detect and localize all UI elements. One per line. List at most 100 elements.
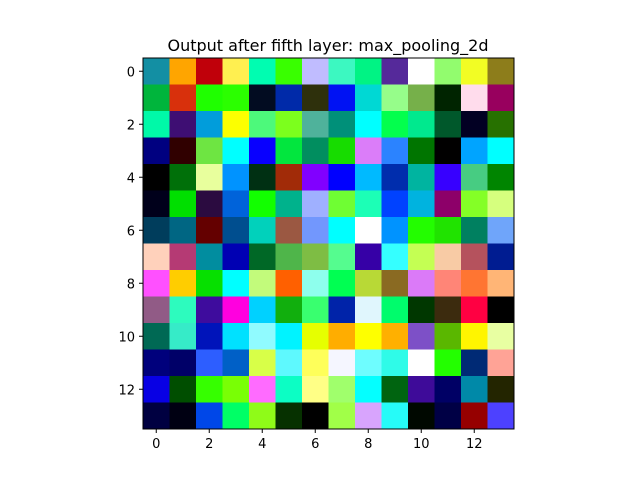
heatmap-cell-r1-c7 [328, 84, 356, 112]
heatmap-cell-r0-c13 [487, 58, 515, 85]
heatmap-cell-r8-c4 [249, 270, 276, 297]
heatmap-cell-r6-c11 [434, 217, 462, 244]
heatmap-cell-r5-c3 [222, 190, 250, 218]
x-tick-label: 10 [413, 437, 430, 452]
heatmap-cell-r1-c5 [275, 84, 303, 112]
heatmap-cell-r3-c11 [434, 137, 462, 165]
heatmap-cell-r0-c1 [169, 58, 197, 85]
heatmap-cell-r5-c5 [275, 190, 303, 218]
heatmap-cell-r2-c3 [222, 111, 250, 138]
heatmap-cell-r4-c11 [434, 164, 462, 191]
heatmap-cell-r4-c13 [487, 164, 515, 191]
y-tick-label: 6 [127, 224, 135, 239]
heatmap-cell-r11-c9 [381, 349, 409, 377]
heatmap-cell-r13-c2 [196, 402, 223, 430]
heatmap-cell-r5-c2 [196, 190, 223, 218]
heatmap-cell-r1-c12 [461, 84, 488, 112]
heatmap-cell-r11-c12 [461, 349, 488, 377]
heatmap-cell-r6-c2 [196, 217, 223, 244]
heatmap-cell-r7-c4 [249, 243, 276, 271]
heatmap-cell-r12-c5 [275, 376, 303, 403]
heatmap-cell-r3-c3 [222, 137, 250, 165]
heatmap-cell-r7-c11 [434, 243, 462, 271]
heatmap-cell-r13-c5 [275, 402, 303, 430]
y-tick-label: 2 [127, 118, 135, 133]
heatmap-cell-r6-c6 [302, 217, 329, 244]
heatmap-cell-r5-c0 [143, 190, 170, 218]
heatmap-cell-r7-c3 [222, 243, 250, 271]
heatmap-cell-r9-c9 [381, 296, 409, 324]
heatmap-cell-r7-c5 [275, 243, 303, 271]
x-axis: 0 2 4 6 8 10 12 [152, 429, 483, 452]
heatmap-cell-r12-c11 [434, 376, 462, 403]
heatmap-cell-r10-c12 [461, 323, 488, 350]
heatmap-cell-r3-c12 [461, 137, 488, 165]
heatmap-cell-r11-c7 [328, 349, 356, 377]
heatmap-cell-r1-c6 [302, 84, 329, 112]
x-tick-label: 2 [205, 437, 213, 452]
heatmap-cell-r2-c11 [434, 111, 462, 138]
heatmap-cell-r7-c1 [169, 243, 197, 271]
heatmap-cell-r2-c6 [302, 111, 329, 138]
heatmap-cell-r2-c1 [169, 111, 197, 138]
heatmap-cell-r13-c4 [249, 402, 276, 430]
heatmap-cell-r6-c5 [275, 217, 303, 244]
heatmap-cell-r7-c9 [381, 243, 409, 271]
heatmap-cell-r0-c9 [381, 58, 409, 85]
heatmap-cell-r5-c9 [381, 190, 409, 218]
heatmap-cell-r10-c11 [434, 323, 462, 350]
y-tick-label: 0 [127, 65, 135, 80]
heatmap-cell-r5-c6 [302, 190, 329, 218]
heatmap-cell-r11-c1 [169, 349, 197, 377]
heatmap-cell-r5-c12 [461, 190, 488, 218]
heatmap-cell-r9-c7 [328, 296, 356, 324]
heatmap-cell-r12-c1 [169, 376, 197, 403]
heatmap-cell-r0-c0 [143, 58, 170, 85]
heatmap-cell-r11-c6 [302, 349, 329, 377]
heatmap-cell-r2-c5 [275, 111, 303, 138]
x-tick-label: 6 [311, 437, 319, 452]
y-tick-label: 12 [118, 383, 135, 398]
heatmap-cell-r2-c8 [355, 111, 382, 138]
heatmap-cell-r0-c10 [408, 58, 435, 85]
heatmap-cell-r9-c2 [196, 296, 223, 324]
heatmap-cell-r8-c13 [487, 270, 515, 297]
heatmap-cell-r11-c5 [275, 349, 303, 377]
heatmap-cell-r7-c13 [487, 243, 515, 271]
heatmap-cell-r13-c9 [381, 402, 409, 430]
heatmap-cell-r13-c0 [143, 402, 170, 430]
heatmap-cell-r3-c1 [169, 137, 197, 165]
heatmap-cell-r11-c13 [487, 349, 515, 377]
heatmap-cell-r6-c10 [408, 217, 435, 244]
y-tick-label: 8 [127, 277, 135, 292]
y-tick-label: 4 [127, 171, 135, 186]
heatmap-cell-r13-c3 [222, 402, 250, 430]
heatmap-cell-r13-c10 [408, 402, 435, 430]
heatmap-cell-r1-c13 [487, 84, 515, 112]
heatmap-cell-r4-c3 [222, 164, 250, 191]
heatmap-cell-r8-c0 [143, 270, 170, 297]
heatmap-cell-r12-c8 [355, 376, 382, 403]
heatmap-cell-r11-c4 [249, 349, 276, 377]
heatmap-cell-r6-c13 [487, 217, 515, 244]
heatmap-cell-r13-c6 [302, 402, 329, 430]
heatmap-cell-r4-c12 [461, 164, 488, 191]
heatmap-cell-r13-c11 [434, 402, 462, 430]
heatmap-cell-r1-c0 [143, 84, 170, 112]
heatmap-cell-r6-c7 [328, 217, 356, 244]
heatmap-cell-r9-c3 [222, 296, 250, 324]
heatmap-cell-r0-c8 [355, 58, 382, 85]
heatmap-cell-r9-c4 [249, 296, 276, 324]
heatmap-cell-r5-c1 [169, 190, 197, 218]
heatmap-cell-r9-c8 [355, 296, 382, 324]
heatmap-cell-r8-c2 [196, 270, 223, 297]
heatmap-cell-r13-c13 [487, 402, 515, 430]
heatmap-cell-r10-c3 [222, 323, 250, 350]
heatmap-cell-r1-c11 [434, 84, 462, 112]
heatmap-cell-r7-c6 [302, 243, 329, 271]
heatmap-cell-r3-c13 [487, 137, 515, 165]
heatmap-cell-r3-c9 [381, 137, 409, 165]
heatmap-cell-r10-c1 [169, 323, 197, 350]
heatmap-cell-r9-c13 [487, 296, 515, 324]
heatmap-cell-r8-c12 [461, 270, 488, 297]
